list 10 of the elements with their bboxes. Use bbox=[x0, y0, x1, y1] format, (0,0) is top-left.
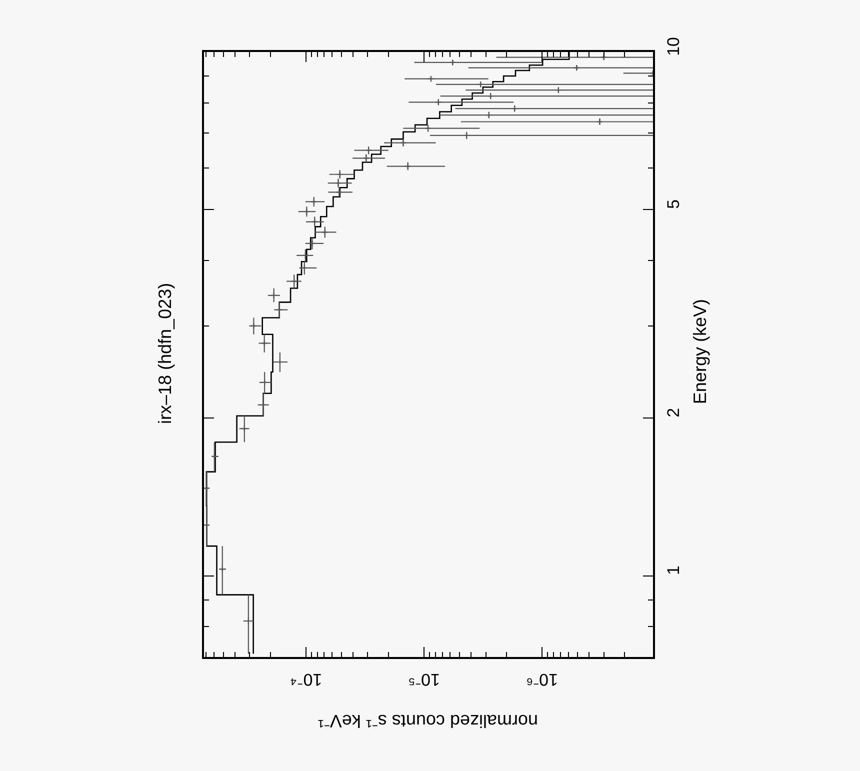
x-tick-label: 10⁻⁴ bbox=[290, 670, 322, 690]
y-tick-label: 10 bbox=[664, 36, 684, 56]
x-axis-title: normalized counts s⁻¹ keV⁻¹ bbox=[318, 711, 538, 731]
x-tick-label: 10⁻⁵ bbox=[408, 670, 440, 690]
y-axis-title: Energy (keV) bbox=[690, 299, 710, 404]
y-tick-label: 5 bbox=[664, 199, 684, 209]
y-tick-label: 2 bbox=[664, 408, 684, 418]
x-tick-label: 10⁻⁶ bbox=[526, 670, 558, 690]
text: irx–18 (hdfn_023) bbox=[155, 282, 175, 424]
y-tick-label: 1 bbox=[664, 566, 684, 576]
